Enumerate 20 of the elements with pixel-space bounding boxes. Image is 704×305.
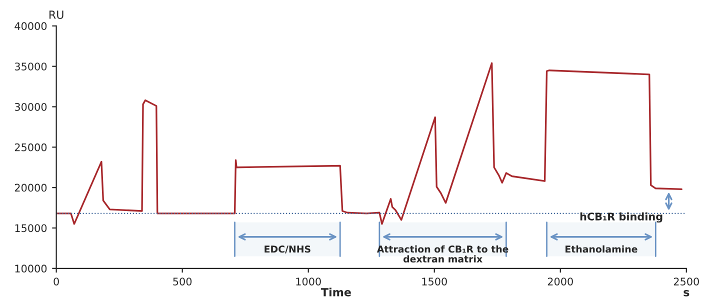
y-tick-label: 25000 (14, 143, 47, 152)
x-tick-label: 1500 (422, 278, 447, 286)
y-tick-label: 40000 (14, 22, 47, 30)
y-tick-label: 30000 (14, 102, 47, 111)
x-tick-label: 2500 (674, 278, 699, 286)
y-tick-label: 15000 (15, 224, 47, 232)
x-tick-label: 500 (173, 278, 192, 286)
y-tick-label: 10000 (15, 264, 47, 273)
y-tick-label: 35000 (14, 62, 47, 70)
annotation: hCB₁R binding (580, 212, 662, 223)
y-axis-title: RU (49, 10, 64, 19)
text: s (684, 290, 690, 296)
band-label: EDC/NHS (264, 246, 310, 254)
x-tick-label: 2000 (548, 278, 573, 286)
x-tick-label: 1000 (296, 278, 321, 286)
line-series (56, 62, 682, 225)
band-label: Ethanolamine (566, 245, 638, 253)
x-axis-title: Time (321, 288, 351, 296)
y-tick-label: 20000 (14, 184, 47, 192)
x-tick-label: 0 (54, 278, 59, 286)
